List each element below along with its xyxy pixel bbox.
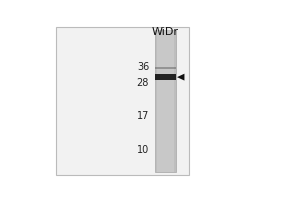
Bar xyxy=(155,67,176,69)
Polygon shape xyxy=(177,74,184,81)
Bar xyxy=(56,27,189,175)
Bar xyxy=(157,30,173,172)
Text: 36: 36 xyxy=(137,62,149,72)
Text: 10: 10 xyxy=(137,145,149,155)
Text: WiDr: WiDr xyxy=(152,27,179,37)
Bar xyxy=(155,74,176,80)
Text: 17: 17 xyxy=(137,111,149,121)
Text: 28: 28 xyxy=(137,78,149,88)
Bar xyxy=(155,30,176,172)
